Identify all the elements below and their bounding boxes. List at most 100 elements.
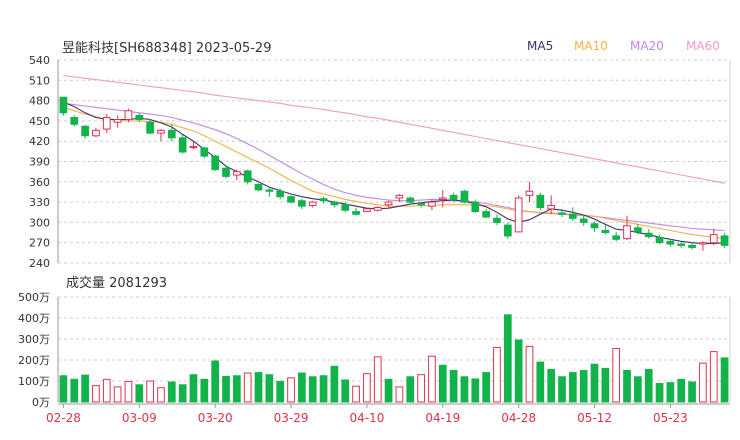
candle-down (449, 194, 458, 200)
volume-bar-down (688, 381, 696, 403)
candle-down (644, 232, 653, 238)
volume-bar-down (644, 368, 653, 403)
volume-bar-up (92, 385, 100, 403)
candle-down (211, 155, 220, 171)
candle-up (102, 117, 111, 130)
volume-bar-up (395, 386, 404, 403)
legend-ma60: MA60 (686, 39, 720, 53)
volume-bar-down (590, 363, 599, 403)
price-tick-label: 330 (29, 196, 50, 209)
candle-down (666, 240, 675, 245)
candle-up (623, 225, 631, 240)
volume-bar-down (623, 370, 631, 403)
price-tick-label: 540 (29, 54, 50, 67)
x-tick-label: 03-20 (198, 411, 233, 425)
candle-down (568, 213, 577, 219)
volume-bar-down (449, 370, 458, 403)
volume-bar-down (200, 378, 209, 403)
candle-down (276, 190, 285, 198)
volume-bar-down (298, 372, 306, 403)
candle-down (222, 167, 230, 177)
volume-bar-down (558, 376, 566, 403)
candle-down (688, 244, 696, 248)
candle-down (81, 125, 89, 137)
price-tick-label: 360 (29, 176, 50, 189)
candle-down (70, 117, 79, 125)
legend-ma10: MA10 (574, 39, 608, 53)
candle-up (384, 201, 393, 206)
candle-up (189, 146, 198, 149)
legend-ma20: MA20 (630, 39, 664, 53)
volume-bar-up (113, 386, 122, 403)
volume-bar-down (579, 370, 588, 403)
ma-line-ma20 (63, 102, 725, 232)
candle-down (146, 121, 154, 134)
ma-line-ma10 (63, 106, 725, 240)
candle-down (720, 235, 729, 246)
price-tick-label: 420 (29, 135, 50, 148)
volume-title: 成交量 2081293 (66, 275, 167, 291)
price-panel: 540 510 480 450 420 390 360 330 300 270 240 (29, 54, 731, 270)
candle-down (406, 197, 415, 203)
candle-up (232, 171, 241, 176)
volume-bar-down (189, 374, 198, 403)
volume-bar-up (428, 355, 436, 403)
x-tick-label: 03-09 (122, 411, 157, 425)
volume-bar-down (655, 383, 664, 403)
ma-line-ma60 (63, 75, 725, 184)
candle-down (352, 211, 360, 215)
candle-down (319, 198, 328, 202)
volume-bar-up (709, 351, 718, 403)
volume-bar-down (254, 372, 263, 403)
volume-tick-label: 0万 (32, 396, 50, 409)
chart-title: 昱能科技[SH688348] 2023-05-29 (62, 41, 271, 56)
volume-bar-down (81, 374, 89, 403)
candle-down (634, 227, 642, 233)
x-tick-label: 04-10 (349, 411, 384, 425)
volume-bar-down (167, 381, 176, 403)
candle-up (547, 204, 556, 210)
volume-bar-up (363, 373, 371, 403)
volume-bar-down (308, 376, 317, 403)
volume-tick-label: 200万 (18, 354, 50, 367)
volume-bar-down (482, 372, 490, 403)
volume-bar-down (70, 378, 79, 403)
volume-bar-down (438, 364, 447, 403)
candle-down (265, 189, 274, 192)
candle-up (157, 129, 165, 134)
candle-down (243, 170, 252, 183)
volume-bar-down (211, 360, 220, 403)
candle-down (135, 114, 144, 121)
volume-tick-label: 400万 (18, 312, 50, 325)
volume-bar-down (276, 380, 285, 403)
candle-up (373, 207, 382, 211)
volume-bar-up (417, 374, 425, 403)
candle-up (525, 190, 534, 196)
candle-down (558, 212, 566, 215)
x-tick-label: 05-23 (653, 411, 688, 425)
candle-up (113, 119, 122, 123)
volume-bar-up (287, 377, 295, 403)
volume-bar-up (493, 346, 501, 403)
candle-down (59, 96, 68, 114)
volume-bar-up (124, 380, 133, 403)
volume-panel: 500万 400万 300万 200万 100万 0万 (18, 291, 731, 409)
x-tick-label: 02-28 (46, 411, 81, 425)
candle-up (92, 129, 100, 137)
volume-bar-down (341, 379, 350, 403)
volume-bar-down (265, 374, 274, 403)
volume-bar-down (666, 382, 675, 403)
candle-down (330, 201, 339, 206)
volume-bar-down (222, 375, 230, 403)
candle-up (308, 201, 317, 206)
candle-up (395, 194, 404, 199)
volume-bar-up (157, 387, 165, 403)
volume-bar-down (59, 375, 68, 403)
volume-bar-down (601, 367, 610, 403)
candle-down (471, 201, 480, 213)
volume-bar-down (503, 314, 512, 403)
candle-up (709, 234, 718, 244)
candle-down (493, 217, 501, 223)
chart-legend: MA5 MA10 MA20 MA60 (527, 39, 720, 53)
